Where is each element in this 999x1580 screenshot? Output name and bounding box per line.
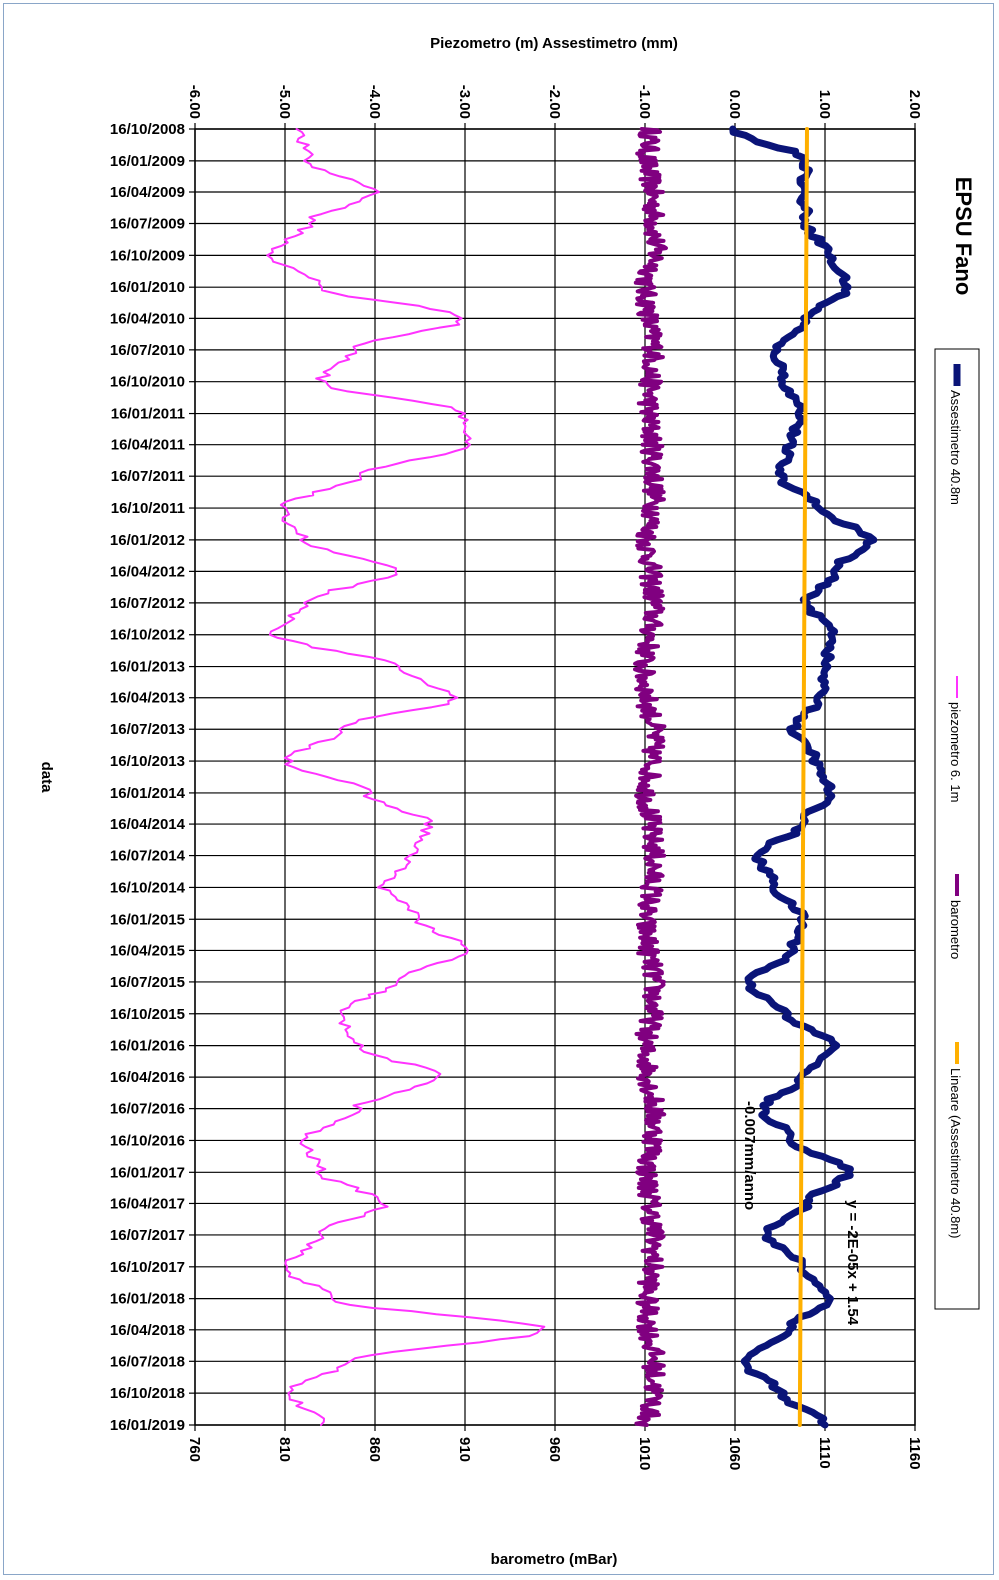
date-tick-label: 16/07/2018	[110, 1353, 185, 1370]
date-tick-label: 16/01/2019	[110, 1417, 185, 1434]
date-tick-label: 16/07/2016	[110, 1101, 185, 1118]
date-tick-label: 16/01/2014	[110, 785, 186, 802]
top-tick-label: -6.00	[186, 85, 203, 119]
date-tick-label: 16/01/2018	[110, 1291, 185, 1308]
date-tick-label: 16/07/2015	[110, 974, 185, 991]
chart-title: EPSU Fano	[951, 177, 976, 296]
bottom-tick-label: 910	[456, 1437, 473, 1462]
date-tick-label: 16/10/2010	[110, 374, 185, 391]
chart-frame: 16/10/2008 16/01/2009 16/04/2009 16/07/2009…	[3, 3, 994, 1575]
date-tick-label: 16/01/2012	[110, 532, 185, 549]
top-tick-label: 2.00	[906, 90, 923, 119]
date-tick-label: 16/01/2010	[110, 279, 185, 296]
date-tick-label: 16/04/2018	[110, 1322, 185, 1339]
date-tick-label: 16/04/2016	[110, 1069, 185, 1086]
date-tick-label: 16/07/2017	[110, 1227, 185, 1244]
legend-label: Assestimetro 40.8m	[948, 390, 963, 505]
date-tick-label: 16/01/2013	[110, 659, 185, 676]
bottom-axis-title: barometro (mBar)	[491, 1551, 618, 1568]
bottom-tick-label: 1060	[726, 1437, 743, 1470]
date-tick-label: 16/07/2011	[111, 468, 185, 485]
date-tick-label: 16/01/2016	[110, 1038, 185, 1055]
date-tick-label: 16/07/2014	[110, 848, 186, 865]
date-tick-label: 16/01/2011	[111, 406, 185, 423]
top-tick-label: -4.00	[366, 85, 383, 119]
date-tick-label: 16/04/2015	[110, 942, 185, 959]
date-tick-label: 16/07/2009	[110, 216, 185, 233]
date-tick-label: 16/10/2008	[110, 121, 185, 138]
date-tick-label: 16/04/2014	[110, 816, 186, 833]
rate-annotation: -0.007mm/anno	[741, 1101, 758, 1210]
date-tick-label: 16/04/2017	[110, 1195, 185, 1212]
top-tick-label: -1.00	[636, 85, 653, 119]
series-line	[729, 125, 878, 1429]
series-line	[797, 127, 809, 1427]
date-axis-title: data	[38, 762, 55, 794]
date-tick-label: 16/10/2009	[110, 247, 185, 264]
date-tick-label: 16/07/2010	[110, 342, 185, 359]
bottom-tick-label: 1160	[906, 1437, 923, 1470]
top-tick-label: -2.00	[546, 85, 563, 119]
date-tick-label: 16/04/2012	[110, 563, 185, 580]
date-tick-label: 16/01/2015	[110, 911, 185, 928]
date-tick-label: 16/04/2013	[110, 690, 185, 707]
top-tick-label: 1.00	[816, 90, 833, 119]
date-tick-label: 16/10/2012	[110, 627, 185, 644]
trend-equation: y = -2E-05x + 1.54	[844, 1200, 861, 1326]
date-tick-label: 16/07/2012	[110, 595, 185, 612]
date-tick-label: 16/10/2011	[111, 500, 185, 517]
date-tick-label: 16/10/2015	[110, 1006, 185, 1023]
bottom-tick-label: 760	[186, 1437, 203, 1462]
bottom-tick-label: 1110	[816, 1437, 833, 1469]
bottom-tick-label: 1010	[636, 1437, 653, 1470]
date-tick-label: 16/07/2013	[110, 721, 185, 738]
date-tick-label: 16/04/2010	[110, 310, 185, 327]
top-tick-label: 0.00	[726, 90, 743, 119]
legend-label: Lineare (Assestimetro 40.8m)	[948, 1068, 963, 1239]
legend-label: barometro	[948, 900, 963, 959]
bottom-tick-label: 810	[276, 1437, 293, 1462]
series-line	[266, 128, 546, 1426]
legend-label: piezometro 6. 1m	[948, 702, 963, 802]
bottom-tick-label: 960	[546, 1437, 563, 1462]
date-tick-label: 16/01/2017	[110, 1164, 185, 1181]
bottom-tick-label: 860	[366, 1437, 383, 1462]
date-tick-label: 16/10/2013	[110, 753, 185, 770]
date-tick-label: 16/01/2009	[110, 153, 185, 170]
plot-border	[194, 128, 916, 1426]
top-axis-title: Piezometro (m) Assestimetro (mm)	[430, 35, 678, 52]
date-tick-label: 16/10/2017	[110, 1259, 185, 1276]
legend-box	[934, 348, 980, 1310]
date-tick-label: 16/04/2011	[111, 437, 185, 454]
chart: 16/10/2008 16/01/2009 16/04/2009 16/07/2009…	[38, 35, 980, 1568]
top-tick-label: -3.00	[456, 85, 473, 119]
date-tick-label: 16/10/2018	[110, 1385, 185, 1402]
date-tick-label: 16/10/2016	[110, 1132, 185, 1149]
series-line	[633, 127, 668, 1427]
date-tick-label: 16/10/2014	[110, 879, 186, 896]
date-tick-label: 16/04/2009	[110, 184, 185, 201]
top-tick-label: -5.00	[276, 85, 293, 119]
